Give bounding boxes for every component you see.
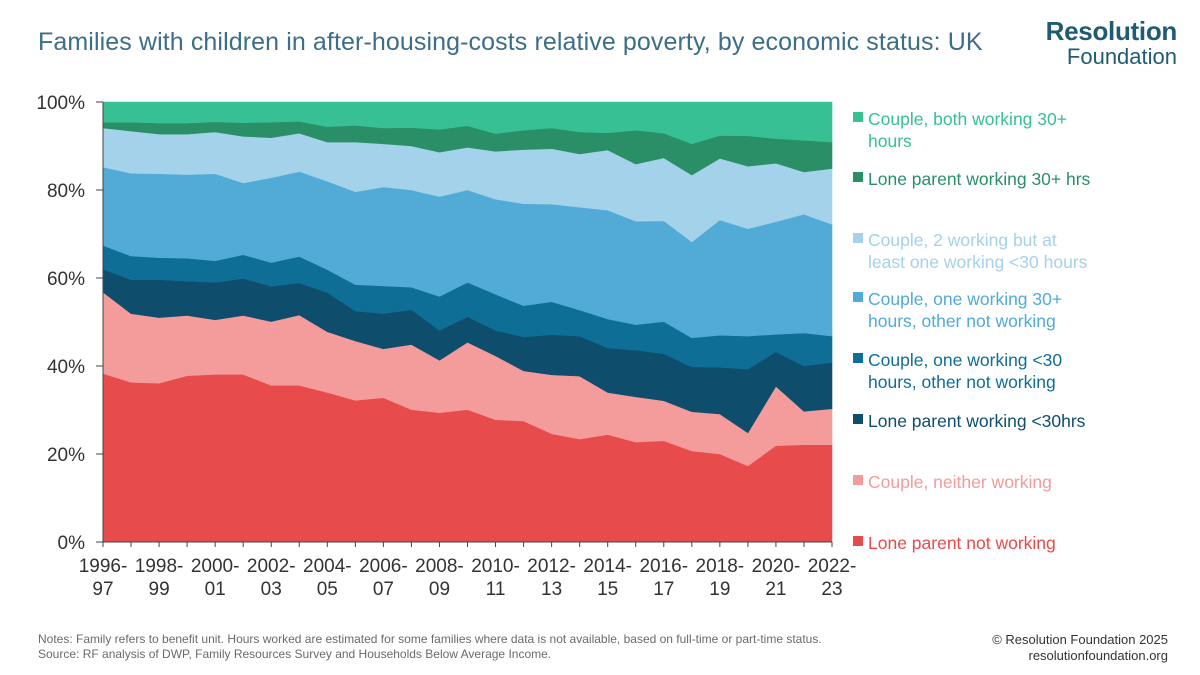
- x-tick-label: 2000-: [191, 556, 240, 577]
- legend-swatch: [853, 414, 863, 424]
- y-tick-label: 40%: [47, 357, 85, 378]
- legend-label: Lone parent working 30+ hrs: [868, 169, 1091, 189]
- x-tick-label: 19: [709, 579, 730, 600]
- legend-label: Lone parent not working: [868, 533, 1056, 553]
- legend-item-couple-neither-working[interactable]: Couple, neither working: [853, 472, 1052, 492]
- legend-label: hours, other not working: [868, 311, 1056, 331]
- legend-item-lone-parent-working-30hrs[interactable]: Lone parent working <30hrs: [853, 411, 1086, 431]
- notes-line: Notes: Family refers to benefit unit. Ho…: [38, 632, 822, 646]
- legend-swatch: [853, 172, 863, 182]
- credit: © Resolution Foundation 2025 resolutionf…: [992, 632, 1168, 664]
- x-tick-label: 2008-: [415, 556, 464, 577]
- x-tick-label: 21: [765, 579, 786, 600]
- legend-item-lone-parent-working-30-hrs[interactable]: Lone parent working 30+ hrs: [853, 169, 1091, 189]
- x-tick-label: 97: [92, 579, 113, 600]
- legend-label: Couple, 2 working but at: [868, 230, 1057, 250]
- chart-title: Families with children in after-housing-…: [38, 28, 983, 56]
- x-tick-label: 2004-: [303, 556, 352, 577]
- source-line: Source: RF analysis of DWP, Family Resou…: [38, 647, 552, 661]
- legend-swatch: [853, 112, 863, 122]
- x-tick-label: 09: [429, 579, 450, 600]
- legend-swatch: [853, 536, 863, 546]
- x-tick-label: 11: [486, 579, 506, 600]
- legend-label: Lone parent working <30hrs: [868, 411, 1086, 431]
- y-tick-label: 0%: [58, 533, 86, 554]
- logo-line1-text: Resolution: [1045, 16, 1178, 46]
- website-link[interactable]: resolutionfoundation.org: [1028, 648, 1169, 663]
- legend-swatch: [853, 475, 863, 485]
- resolution-foundation-logo[interactable]: Resolution Foundation: [1045, 16, 1178, 69]
- x-tick-label: 17: [653, 579, 674, 600]
- y-tick-label: 60%: [47, 269, 85, 290]
- legend-label: Couple, both working 30+: [868, 109, 1067, 129]
- legend-swatch: [853, 292, 863, 302]
- y-tick-label: 20%: [47, 445, 85, 466]
- x-tick-label: 2018-: [696, 556, 745, 577]
- legend-item-lone-parent-not-working[interactable]: Lone parent not working: [853, 533, 1056, 553]
- legend-label: Couple, neither working: [868, 472, 1052, 492]
- chart-areas: [102, 101, 833, 543]
- x-tick-label: 07: [373, 579, 394, 600]
- legend-swatch: [853, 233, 863, 243]
- y-tick-label: 100%: [36, 93, 85, 114]
- legend-label: least one working <30 hours: [868, 252, 1088, 272]
- x-tick-label: 03: [261, 579, 282, 600]
- chart-axes: 0% 20% 40% 60% 80% 100% 1996-97 1998-99 2000-01 2…: [36, 93, 856, 600]
- logo-line1: Resolution: [1045, 16, 1178, 46]
- legend-swatch: [853, 353, 863, 363]
- legend-item-couple-one-working-30-hours-other-not-working[interactable]: Couple, one working 30+hours, other not …: [853, 289, 1062, 331]
- x-tick-label: 99: [149, 579, 170, 600]
- x-tick-label: 1996-: [79, 556, 128, 577]
- x-tick-label: 2006-: [359, 556, 408, 577]
- x-tick-label: 2014-: [583, 556, 632, 577]
- x-tick-label: 23: [821, 579, 842, 600]
- x-tick-label: 2010-: [471, 556, 520, 577]
- x-tick-label: 2012-: [527, 556, 576, 577]
- area-couple-both-working-30-hours: [102, 101, 833, 145]
- logo-line2: Foundation: [1066, 44, 1177, 69]
- x-tick-label: 2022-: [808, 556, 857, 577]
- legend-label: hours, other not working: [868, 372, 1056, 392]
- x-tick-label: 13: [541, 579, 562, 600]
- legend-item-couple-both-working-30-hours[interactable]: Couple, both working 30+hours: [853, 109, 1067, 151]
- chart-notes: Notes: Family refers to benefit unit. Ho…: [38, 632, 822, 662]
- x-tick-label: 2016-: [639, 556, 688, 577]
- x-tick-label: 2020-: [752, 556, 801, 577]
- x-tick-label: 01: [205, 579, 226, 600]
- x-tick-label: 15: [597, 579, 618, 600]
- x-tick-label: 2002-: [247, 556, 296, 577]
- x-tick-label: 1998-: [135, 556, 184, 577]
- legend-label: Couple, one working 30+: [868, 289, 1062, 309]
- legend-label: hours: [868, 131, 912, 151]
- x-tick-label: 05: [317, 579, 338, 600]
- y-tick-label: 80%: [47, 181, 85, 202]
- copyright-text: © Resolution Foundation 2025: [992, 632, 1168, 647]
- legend-label: Couple, one working <30: [868, 350, 1062, 370]
- chart-legend: Couple, both working 30+hours Lone parent…: [853, 109, 1091, 553]
